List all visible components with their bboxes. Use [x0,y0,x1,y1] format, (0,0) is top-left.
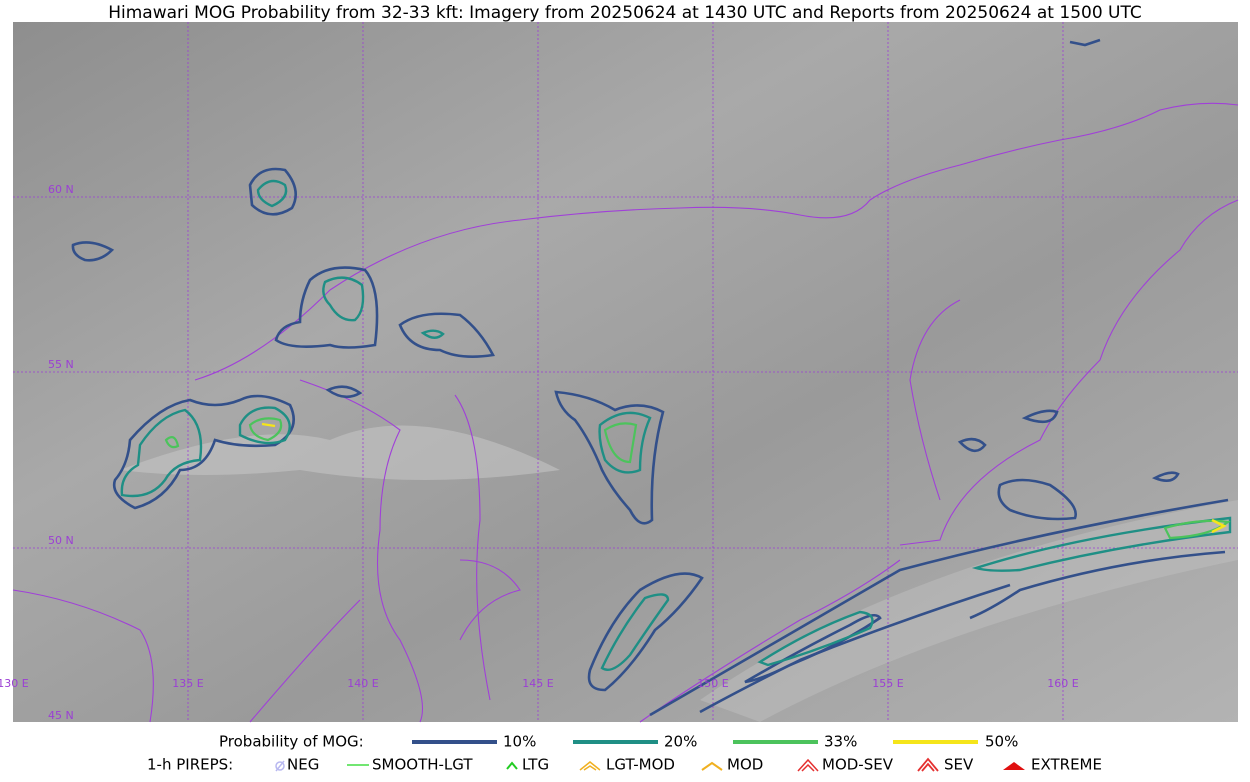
lon-label: 135 E [172,677,203,690]
coastline [459,559,521,641]
legend-label: MOD-SEV [822,756,894,774]
contour-20 [600,593,670,672]
cloud [120,425,560,480]
contour-33 [164,436,180,449]
longitude-labels: 130 E 135 E 140 E 145 E 150 E 155 E 160 … [0,677,1079,690]
contour-10 [398,312,495,358]
contour-10 [744,613,882,684]
map: 60 N 55 N 50 N 45 N 130 E 135 E 140 E 14… [0,22,1239,723]
legend-label: NEG [287,756,319,774]
legend-label: LTG [522,756,549,774]
icon-neg [275,761,285,771]
contour-20 [322,276,365,322]
contour-10 [112,394,295,510]
coastline [899,199,1239,546]
lon-label: 145 E [522,677,553,690]
title: Himawari MOG Probability from 32-33 kft:… [108,3,1142,23]
lat-label: 50 N [48,534,74,547]
lon-label: 155 E [872,677,903,690]
legend-label: SMOOTH-LGT [372,756,473,774]
contour-33 [603,422,638,464]
contour-10 [1021,409,1059,424]
icon-neg [275,760,285,772]
contour-33 [1163,519,1231,540]
icon-extreme [1003,762,1025,770]
cloud [700,500,1238,722]
contour-10 [248,167,297,216]
contour-20 [256,179,288,208]
legend-label: EXTREME [1031,756,1102,774]
contour-10 [1151,471,1180,483]
legend-label: 33% [824,733,857,751]
latitude-labels: 60 N 55 N 50 N 45 N [48,183,74,722]
legend-label: MOD [727,756,763,774]
legend-mog: Probability of MOG: 10% 20% 33% 50% [219,733,1018,751]
icon-lgt-mod [579,761,601,771]
grid [13,22,1238,722]
lat-label: 45 N [48,709,74,722]
coastline [249,599,361,723]
coastline [12,589,154,723]
pirep-mod [1211,518,1227,534]
lon-label: 140 E [347,677,378,690]
legend-label: 10% [503,733,536,751]
contour-10 [325,385,363,399]
icon-mod-sev [797,758,819,772]
coastline [639,559,901,723]
legend-label: SEV [944,756,974,774]
coastlines [12,102,1239,723]
legend-title: 1-h PIREPS: [147,756,233,774]
lon-label: 160 E [1047,677,1078,690]
contour-10 [71,241,115,262]
contour-50 [261,422,276,428]
lat-label: 60 N [48,183,74,196]
contour-20 [757,610,874,667]
legend-label: 50% [985,733,1018,751]
legend-label: LGT-MOD [606,756,675,774]
lon-label: 130 E [0,677,29,690]
coastline [454,394,491,701]
legend-title: Probability of MOG: [219,733,364,751]
contour-10 [554,390,665,525]
contour-33 [248,417,283,442]
icon-sev [917,757,939,772]
lon-label: 150 E [697,677,728,690]
legend-pireps: 1-h PIREPS: NEG SMOOTH-LGT LTG LGT-MOD M… [147,756,1102,774]
contour-10 [1069,38,1101,47]
contour-20 [420,329,445,339]
contour-10 [997,478,1077,521]
contour-20 [598,411,652,474]
contour-20 [238,406,291,445]
contour-10 [587,572,704,692]
contour-10 [274,266,379,349]
coastline [194,102,1239,381]
contour-20 [120,408,203,498]
icon-ltg [506,761,518,770]
contour-10 [957,437,987,453]
coastline [299,379,423,723]
icon-mod [701,761,723,771]
lat-label: 55 N [48,358,74,371]
contour-20 [971,516,1232,572]
coastline [909,299,961,501]
legend-label: 20% [664,733,697,751]
contours [71,38,1232,717]
